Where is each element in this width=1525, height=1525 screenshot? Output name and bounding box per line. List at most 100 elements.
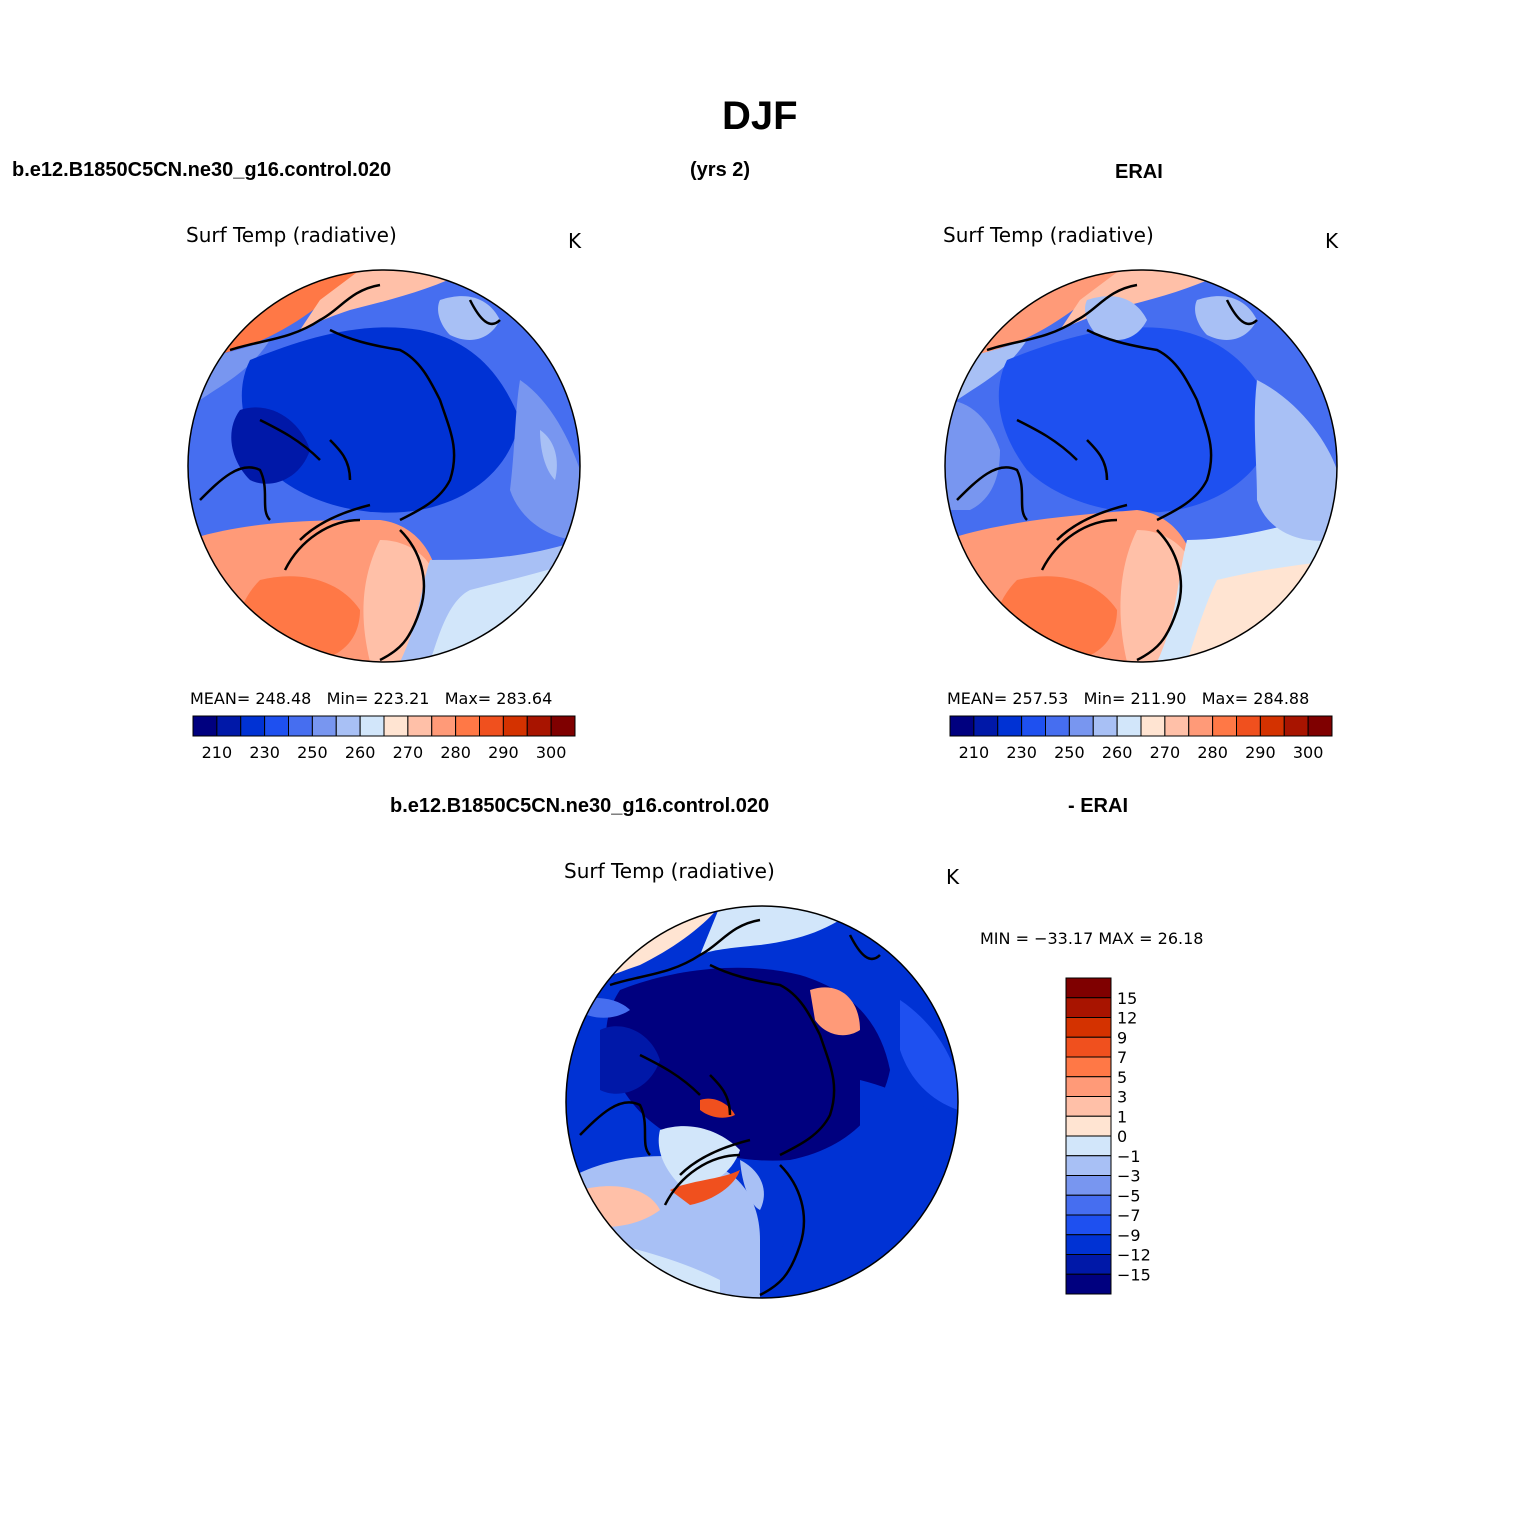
diff-colorbar-tick-label: −9 [1117, 1226, 1141, 1245]
obs-colorbar-tick-label: 290 [1245, 743, 1276, 762]
obs-colorbar-box [1212, 715, 1237, 737]
diff-colorbar-tick-label: −15 [1117, 1265, 1151, 1284]
obs-colorbar-box [1140, 715, 1166, 737]
model-colorbar-tick-label: 290 [488, 743, 519, 762]
diff-colorbar-box [1065, 1214, 1112, 1236]
diff-colorbar-box [1065, 1076, 1112, 1097]
model-map-boundary [187, 269, 581, 663]
obs-colorbar-tick-label: 260 [1102, 743, 1133, 762]
diff-colorbar-box [1065, 977, 1112, 999]
diff-colorbar-box [1065, 997, 1112, 1018]
obs-colorbar-box [1021, 715, 1046, 737]
diff-case-header: b.e12.B1850C5CN.ne30_g16.control.020 [390, 795, 770, 817]
model-units: K [568, 229, 582, 253]
diff-colorbar-tick-label: 0 [1117, 1127, 1127, 1146]
obs-colorbar-box [1068, 715, 1094, 737]
diff-colorbar-tick-label: −3 [1117, 1167, 1141, 1186]
diff-colorbar-box [1065, 1017, 1112, 1038]
diff-colorbar-tick-label: 1 [1117, 1107, 1127, 1126]
diff-colorbar-box [1065, 1273, 1112, 1295]
obs-colorbar-box [973, 715, 999, 737]
figure-title: DJF [722, 94, 798, 138]
obs-colorbar-box [1116, 715, 1142, 737]
diff-colorbar-box [1065, 1096, 1112, 1117]
diff-units: K [946, 865, 960, 889]
years-header: (yrs 2) [690, 159, 751, 181]
diff-colorbar-tick-label: 7 [1117, 1048, 1127, 1067]
obs-map-boundary [944, 269, 1338, 663]
diff-polar-map [566, 906, 958, 1298]
diff-colorbar-box [1065, 1056, 1112, 1078]
diff-colorbar-tick-label: 5 [1117, 1068, 1127, 1087]
obs-name-header: ERAI [1115, 161, 1163, 183]
model-colorbar-box [216, 715, 242, 737]
obs-max: 284.88 [1253, 689, 1310, 708]
diff-colorbar-tick-label: 12 [1117, 1009, 1137, 1028]
obs-colorbar-box [1283, 715, 1309, 737]
model-colorbar-box [264, 715, 289, 737]
diff-map-boundary [565, 905, 959, 1299]
diff-colorbar-box [1065, 1115, 1112, 1137]
diff-colorbar-box [1065, 1194, 1112, 1216]
diff-colorbar-tick-label: −12 [1117, 1246, 1151, 1265]
diff-colorbar-box [1065, 1175, 1112, 1196]
model-colorbar-box [407, 715, 433, 737]
model-colorbar-box [455, 715, 480, 737]
obs-mean-label: MEAN= [947, 689, 1008, 708]
obs-colorbar-tick-label: 230 [1006, 743, 1037, 762]
diff-colorbar-box [1065, 1135, 1112, 1157]
obs-panel-title: Surf Temp (radiative) [943, 223, 1154, 247]
obs-colorbar-tick-label: 300 [1293, 743, 1324, 762]
obs-colorbar-box [1236, 715, 1261, 737]
obs-colorbar-box [997, 715, 1023, 737]
model-colorbar-box [335, 715, 361, 737]
model-colorbar-box [359, 715, 385, 737]
model-mean: 248.48 [255, 689, 312, 708]
obs-stats: MEAN= 257.53 Min= 211.90 Max= 284.88 [947, 689, 1309, 708]
model-colorbar-tick-label: 260 [345, 743, 376, 762]
model-colorbar-box [383, 715, 409, 737]
diff-minmax: MIN = −33.17 MAX = 26.18 [980, 929, 1204, 948]
obs-colorbar: 210 230 250 260 270 280 290 300 [949, 715, 1333, 762]
model-colorbar-box [526, 715, 552, 737]
model-min: 223.21 [373, 689, 430, 708]
diff-colorbar-tick-label: −1 [1117, 1147, 1141, 1166]
obs-colorbar-box [1092, 715, 1118, 737]
diff-colorbar-tick-label: −5 [1117, 1186, 1141, 1205]
model-max: 283.64 [496, 689, 553, 708]
model-colorbar-tick-label: 270 [393, 743, 424, 762]
model-colorbar-box [550, 715, 576, 737]
model-stats: MEAN= 248.48 Min= 223.21 Max= 283.64 [190, 689, 552, 708]
model-max-label: Max= [444, 689, 492, 708]
model-colorbar-box [479, 715, 504, 737]
obs-units: K [1325, 229, 1339, 253]
model-colorbar-tick-label: 230 [249, 743, 280, 762]
case-name-header: b.e12.B1850C5CN.ne30_g16.control.020 [12, 159, 392, 181]
model-polar-map [188, 270, 580, 662]
diff-colorbar-box [1065, 1254, 1112, 1275]
model-panel-title: Surf Temp (radiative) [186, 223, 397, 247]
obs-colorbar-box [1164, 715, 1190, 737]
diff-colorbar-tick-label: 15 [1117, 989, 1137, 1008]
model-colorbar-box [192, 715, 218, 737]
diff-colorbar-box [1065, 1155, 1112, 1176]
model-colorbar: 210 230 250 260 270 280 290 300 [192, 715, 576, 762]
diff-colorbar-tick-label: −7 [1117, 1206, 1141, 1225]
model-colorbar-tick-label: 300 [536, 743, 567, 762]
model-colorbar-box [502, 715, 528, 737]
model-colorbar-tick-label: 210 [202, 743, 233, 762]
obs-colorbar-tick-label: 280 [1197, 743, 1228, 762]
obs-colorbar-box [949, 715, 975, 737]
model-colorbar-box [311, 715, 337, 737]
model-colorbar-box [288, 715, 313, 737]
diff-colorbar-tick-label: 9 [1117, 1028, 1127, 1047]
diff-panel-title: Surf Temp (radiative) [564, 859, 775, 883]
model-colorbar-tick-label: 250 [297, 743, 328, 762]
obs-colorbar-box [1307, 715, 1333, 737]
obs-colorbar-tick-label: 210 [959, 743, 990, 762]
obs-colorbar-box [1045, 715, 1070, 737]
model-colorbar-tick-label: 280 [440, 743, 471, 762]
model-mean-label: MEAN= [190, 689, 251, 708]
obs-colorbar-box [1259, 715, 1285, 737]
